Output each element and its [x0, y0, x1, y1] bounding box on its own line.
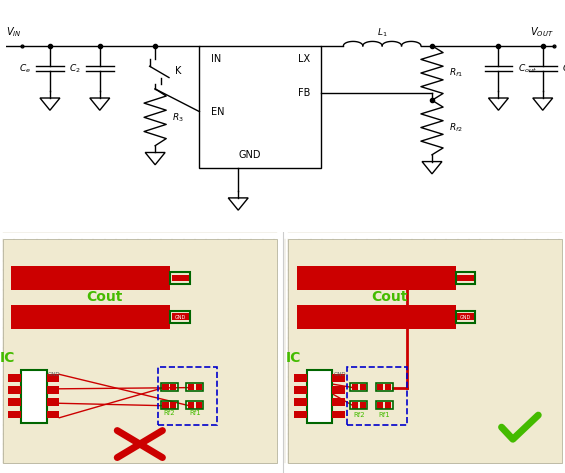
- Bar: [455, 311, 475, 323]
- Bar: [3, 239, 277, 464]
- Bar: [376, 401, 393, 409]
- Text: Cout: Cout: [86, 290, 123, 304]
- Bar: [457, 314, 474, 320]
- Text: GND: GND: [333, 372, 346, 377]
- Bar: [11, 266, 170, 290]
- Text: FB: FB: [298, 88, 310, 98]
- Text: $C_2$: $C_2$: [69, 62, 80, 75]
- Text: IC: IC: [285, 350, 301, 365]
- Bar: [351, 384, 358, 391]
- Text: Rf1: Rf1: [189, 411, 201, 416]
- Bar: [11, 305, 170, 329]
- Bar: [172, 275, 189, 281]
- Bar: [162, 384, 168, 391]
- Bar: [170, 311, 190, 323]
- Bar: [186, 401, 203, 409]
- Text: GND: GND: [238, 150, 260, 160]
- Bar: [161, 383, 178, 391]
- Bar: [307, 369, 332, 422]
- Text: $C_4$: $C_4$: [562, 62, 565, 75]
- Bar: [297, 266, 455, 290]
- Bar: [46, 386, 59, 394]
- Bar: [294, 411, 306, 418]
- Text: $R_{f2}$: $R_{f2}$: [449, 121, 463, 134]
- Bar: [332, 398, 345, 406]
- Bar: [288, 239, 562, 464]
- Text: IN: IN: [211, 54, 221, 64]
- Text: GND: GND: [175, 315, 186, 320]
- Bar: [172, 314, 189, 320]
- Text: Rf2: Rf2: [164, 411, 175, 416]
- Bar: [8, 386, 21, 394]
- Bar: [294, 386, 306, 394]
- Bar: [170, 272, 190, 284]
- Bar: [8, 374, 21, 382]
- Bar: [455, 272, 475, 284]
- Bar: [294, 374, 306, 382]
- Text: EN: EN: [211, 106, 224, 117]
- Text: Rf1: Rf1: [379, 412, 390, 418]
- Text: LX: LX: [298, 54, 310, 64]
- Bar: [359, 384, 366, 391]
- Bar: [46, 411, 59, 418]
- Bar: [170, 384, 176, 391]
- Bar: [359, 402, 366, 409]
- Text: $C_{out}$: $C_{out}$: [518, 62, 537, 75]
- Bar: [294, 398, 306, 406]
- Bar: [385, 402, 392, 409]
- Bar: [188, 402, 194, 409]
- Bar: [377, 384, 383, 391]
- Text: $V_{IN}$: $V_{IN}$: [6, 25, 21, 39]
- Bar: [332, 411, 345, 418]
- Bar: [351, 402, 358, 409]
- Text: K: K: [175, 66, 181, 76]
- Bar: [195, 402, 202, 409]
- Bar: [8, 398, 21, 406]
- Text: $V_{OUT}$: $V_{OUT}$: [530, 25, 554, 39]
- Bar: [332, 374, 345, 382]
- Bar: [376, 383, 393, 391]
- Bar: [188, 384, 194, 391]
- Bar: [195, 384, 202, 391]
- Bar: [21, 369, 46, 422]
- Bar: [8, 411, 21, 418]
- Text: GND: GND: [48, 372, 60, 377]
- Text: GND: GND: [460, 315, 471, 320]
- Bar: [457, 275, 474, 281]
- Text: IC: IC: [0, 350, 15, 365]
- Text: $C_e$: $C_e$: [19, 62, 31, 75]
- Bar: [377, 402, 383, 409]
- Bar: [170, 402, 176, 409]
- Bar: [46, 398, 59, 406]
- Bar: [161, 401, 178, 409]
- Bar: [186, 383, 203, 391]
- Bar: [347, 367, 407, 425]
- Bar: [46, 374, 59, 382]
- Text: $R_3$: $R_3$: [172, 111, 184, 123]
- Bar: [162, 402, 168, 409]
- Bar: [297, 305, 455, 329]
- Bar: [385, 384, 392, 391]
- Bar: [350, 383, 367, 391]
- Text: $L_1$: $L_1$: [377, 27, 388, 39]
- Text: $R_{f1}$: $R_{f1}$: [449, 67, 463, 79]
- Bar: [332, 386, 345, 394]
- Text: Rf2: Rf2: [353, 412, 364, 418]
- Bar: [350, 401, 367, 409]
- Text: Cout: Cout: [371, 290, 408, 304]
- Bar: [199, 46, 321, 168]
- Bar: [158, 367, 218, 425]
